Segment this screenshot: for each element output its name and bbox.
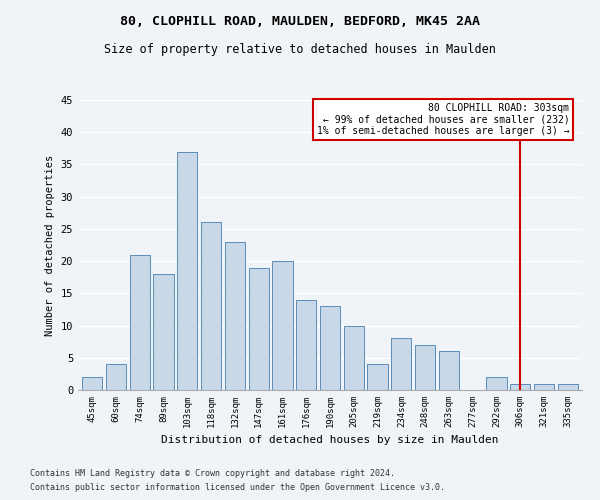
Bar	[367, 364, 388, 390]
Bar	[320, 306, 340, 390]
Bar	[201, 222, 221, 390]
Bar	[415, 345, 435, 390]
Text: Contains public sector information licensed under the Open Government Licence v3: Contains public sector information licen…	[30, 484, 445, 492]
Bar	[439, 352, 459, 390]
Text: Size of property relative to detached houses in Maulden: Size of property relative to detached ho…	[104, 42, 496, 56]
Y-axis label: Number of detached properties: Number of detached properties	[45, 154, 55, 336]
Text: 80, CLOPHILL ROAD, MAULDEN, BEDFORD, MK45 2AA: 80, CLOPHILL ROAD, MAULDEN, BEDFORD, MK4…	[120, 15, 480, 28]
Bar	[487, 377, 506, 390]
Bar	[272, 261, 293, 390]
Bar	[225, 242, 245, 390]
Bar	[248, 268, 269, 390]
Bar	[557, 384, 578, 390]
Bar	[296, 300, 316, 390]
Bar	[130, 254, 150, 390]
Text: Contains HM Land Registry data © Crown copyright and database right 2024.: Contains HM Land Registry data © Crown c…	[30, 468, 395, 477]
Text: 80 CLOPHILL ROAD: 303sqm
← 99% of detached houses are smaller (232)
1% of semi-d: 80 CLOPHILL ROAD: 303sqm ← 99% of detach…	[317, 103, 569, 136]
Bar	[344, 326, 364, 390]
Bar	[510, 384, 530, 390]
Bar	[82, 377, 103, 390]
Bar	[534, 384, 554, 390]
X-axis label: Distribution of detached houses by size in Maulden: Distribution of detached houses by size …	[161, 436, 499, 446]
Bar	[391, 338, 412, 390]
Bar	[106, 364, 126, 390]
Bar	[154, 274, 173, 390]
Bar	[177, 152, 197, 390]
